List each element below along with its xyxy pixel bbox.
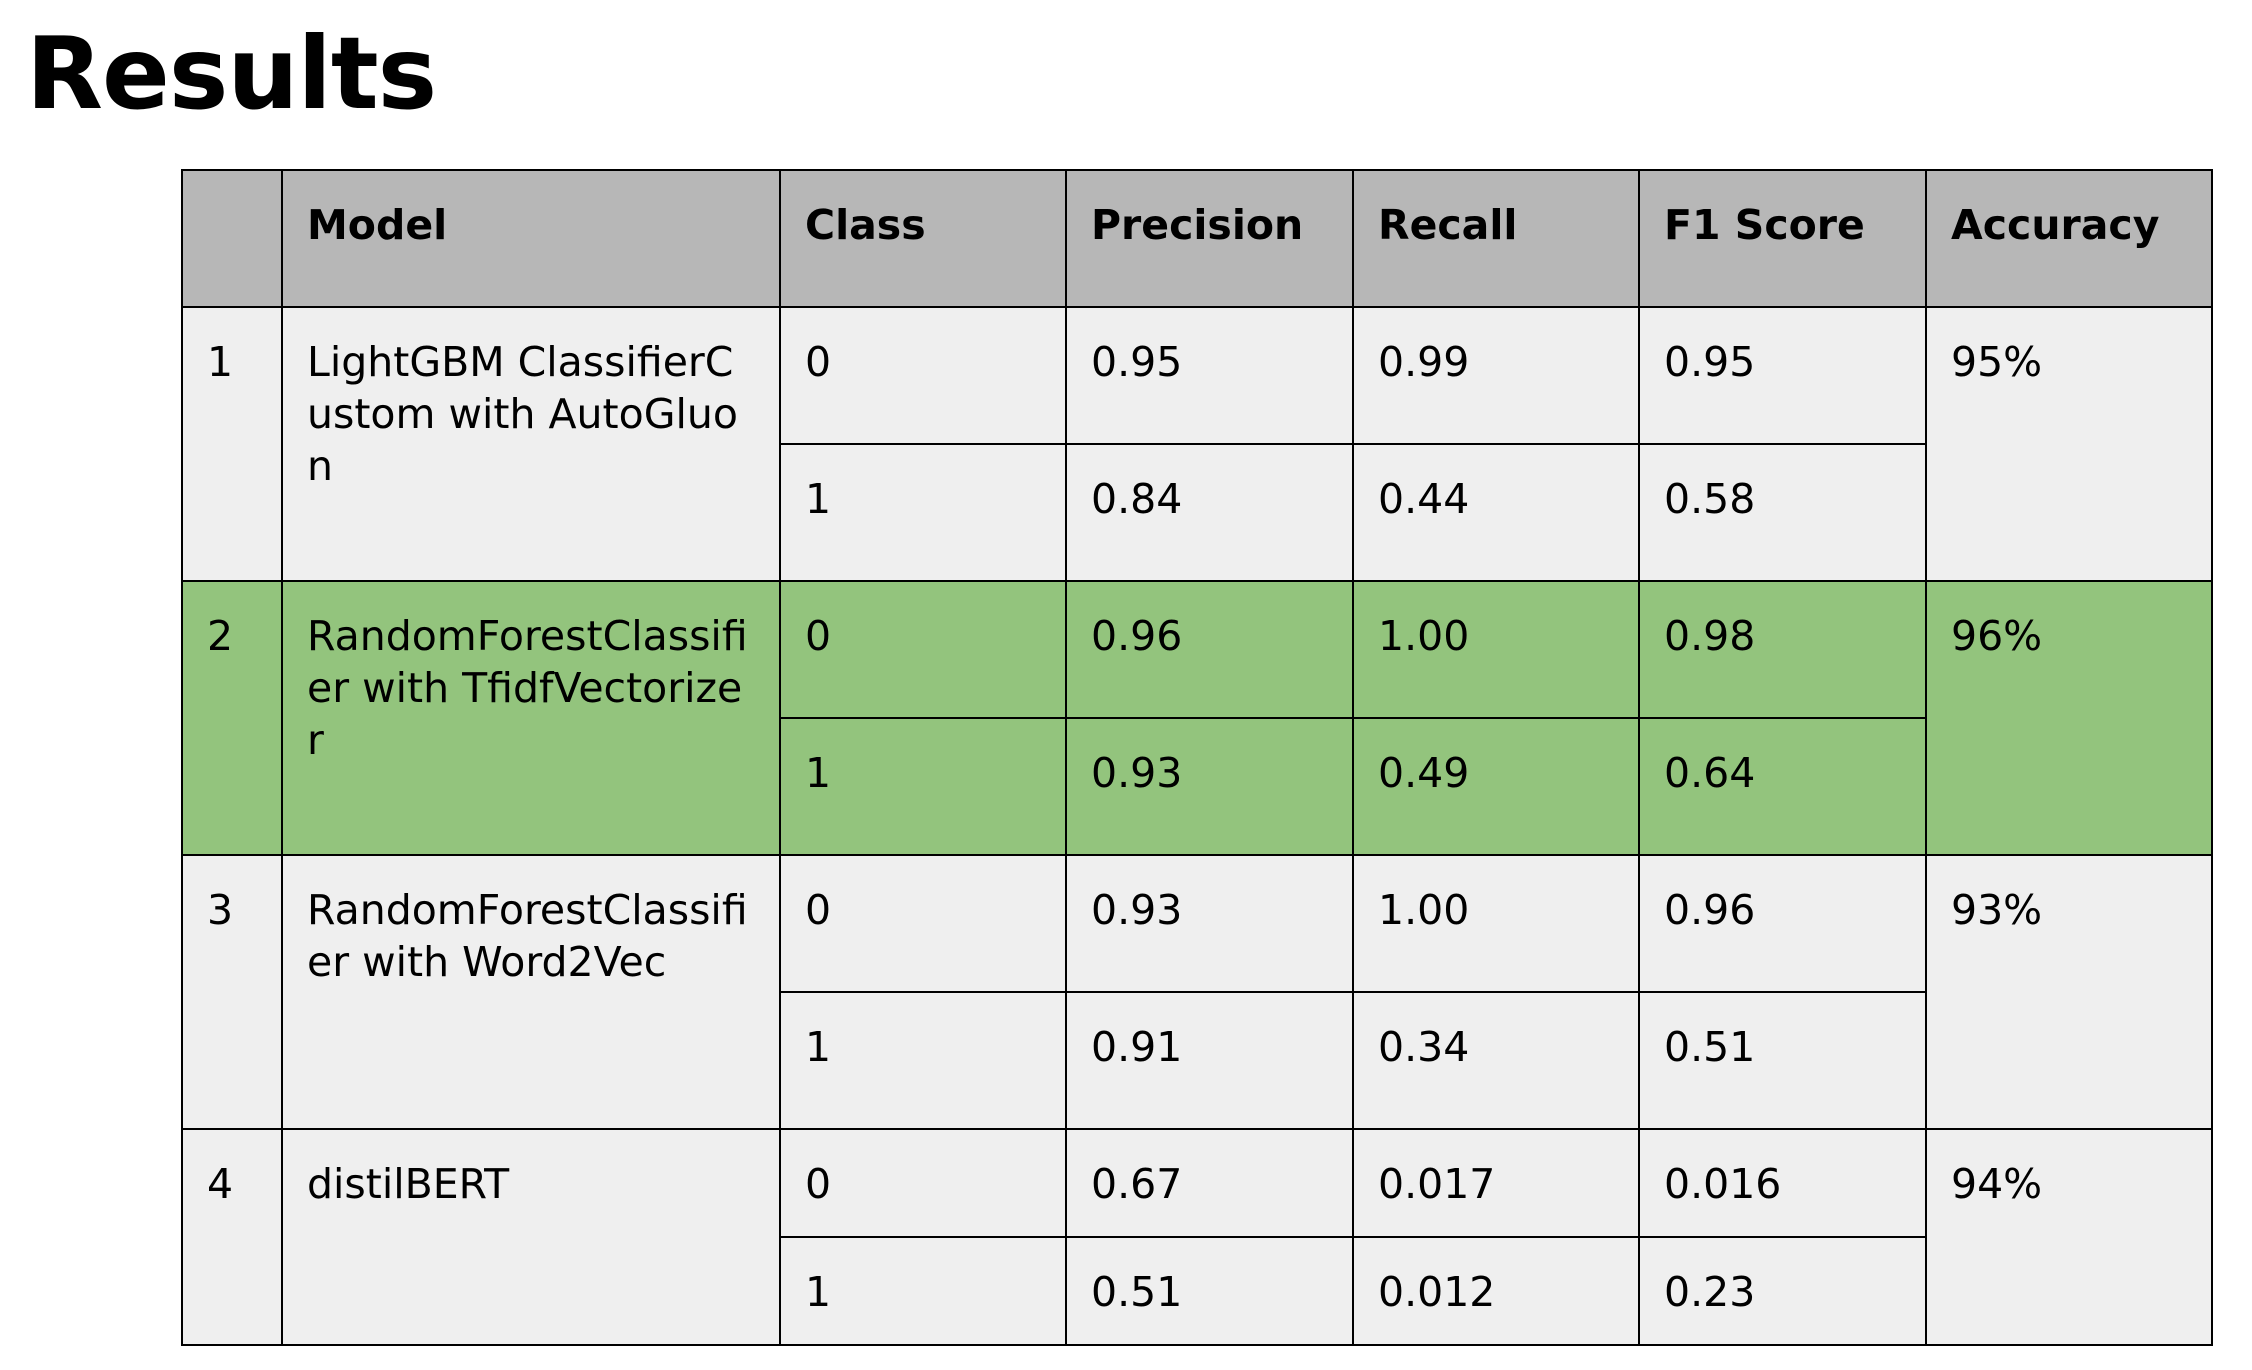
row-index: 1 (181, 306, 283, 582)
class-cell: 1 (779, 443, 1067, 582)
recall-cell: 1.00 (1352, 854, 1640, 993)
header-class: Class (779, 169, 1067, 308)
model-name: LightGBM ClassifierCustom with AutoGluon (281, 306, 781, 582)
precision-cell: 0.91 (1065, 991, 1354, 1130)
class-cell: 0 (779, 854, 1067, 993)
header-f1-score: F1 Score (1638, 169, 1927, 308)
precision-cell: 0.51 (1065, 1236, 1354, 1346)
accuracy-cell: 94% (1925, 1128, 2213, 1346)
results-table: Model Class Precision Recall F1 Score Ac… (181, 169, 2213, 1346)
table-row: 3 RandomForestClassifier with Word2Vec 0… (181, 854, 2213, 1130)
class-cell: 1 (779, 991, 1067, 1130)
class-cell: 0 (779, 306, 1067, 445)
header-precision: Precision (1065, 169, 1354, 308)
header-recall: Recall (1352, 169, 1640, 308)
model-name-text: RandomForestClassifier with Word2Vec (307, 886, 748, 986)
model-name-text: distilBERT (307, 1160, 510, 1208)
table-row: 1 0.91 0.34 0.51 (182, 991, 2212, 1130)
class-cell: 0 (779, 1128, 1067, 1238)
row-index: 4 (181, 1128, 283, 1346)
recall-cell: 0.44 (1352, 443, 1640, 582)
f1-cell: 0.016 (1638, 1128, 1927, 1238)
precision-cell: 0.67 (1065, 1128, 1354, 1238)
table-row-highlighted: 2 RandomForestClassifier with TfidfVecto… (181, 580, 2213, 856)
precision-cell: 0.93 (1065, 854, 1354, 993)
class-cell: 1 (779, 1236, 1067, 1346)
table-row: 4 distilBERT 0 0.67 0.017 0.016 94% (181, 1128, 2213, 1346)
row-index: 2 (181, 580, 283, 856)
model-name: RandomForestClassifier with TfidfVectori… (281, 580, 781, 856)
f1-cell: 0.98 (1638, 580, 1927, 719)
recall-cell: 0.34 (1352, 991, 1640, 1130)
recall-cell: 0.49 (1352, 717, 1640, 856)
recall-cell: 0.017 (1352, 1128, 1640, 1238)
f1-cell: 0.23 (1638, 1236, 1927, 1346)
recall-cell: 0.012 (1352, 1236, 1640, 1346)
class-cell: 0 (779, 580, 1067, 719)
f1-cell: 0.64 (1638, 717, 1927, 856)
header-index (181, 169, 283, 308)
model-name-text: RandomForestClassifier with TfidfVectori… (307, 612, 748, 764)
table-row: 1 LightGBM ClassifierCustom with AutoGlu… (181, 306, 2213, 582)
model-name-text: LightGBM ClassifierCustom with AutoGluon (307, 338, 738, 490)
table-row: 1 0.84 0.44 0.58 (182, 443, 2212, 582)
accuracy-cell: 96% (1925, 580, 2213, 856)
class-cell: 1 (779, 717, 1067, 856)
f1-cell: 0.96 (1638, 854, 1927, 993)
accuracy-cell: 95% (1925, 306, 2213, 582)
page-title: Results (26, 15, 437, 132)
recall-cell: 0.99 (1352, 306, 1640, 445)
header-accuracy: Accuracy (1925, 169, 2213, 308)
table-row-highlighted: 1 0.93 0.49 0.64 (182, 717, 2212, 856)
accuracy-cell: 93% (1925, 854, 2213, 1130)
precision-cell: 0.96 (1065, 580, 1354, 719)
header-model: Model (281, 169, 781, 308)
f1-cell: 0.95 (1638, 306, 1927, 445)
model-name: distilBERT (281, 1128, 781, 1346)
f1-cell: 0.58 (1638, 443, 1927, 582)
f1-cell: 0.51 (1638, 991, 1927, 1130)
recall-cell: 1.00 (1352, 580, 1640, 719)
precision-cell: 0.93 (1065, 717, 1354, 856)
model-name: RandomForestClassifier with Word2Vec (281, 854, 781, 1130)
table-row: 1 0.51 0.012 0.23 (182, 1236, 2212, 1346)
row-index: 3 (181, 854, 283, 1130)
precision-cell: 0.84 (1065, 443, 1354, 582)
header-row: Model Class Precision Recall F1 Score Ac… (181, 169, 2213, 308)
precision-cell: 0.95 (1065, 306, 1354, 445)
